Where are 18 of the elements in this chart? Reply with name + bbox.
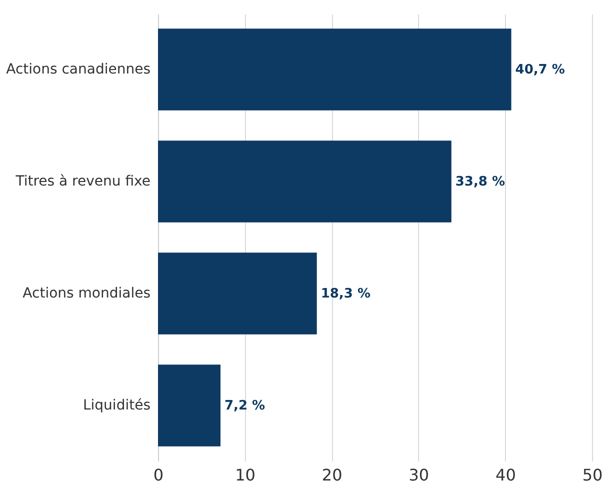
x-tick-label: 10 xyxy=(235,466,256,484)
bar xyxy=(158,252,317,334)
x-tick-label: 50 xyxy=(582,466,603,484)
bar xyxy=(158,28,512,110)
x-tick-label: 40 xyxy=(496,466,516,484)
bar xyxy=(158,364,220,446)
y-tick-label: Actions mondiales xyxy=(22,286,150,302)
y-tick-label: Liquidités xyxy=(82,398,150,414)
x-tick-label: 20 xyxy=(322,466,342,484)
y-tick-label: Titres à revenu fixe xyxy=(14,173,150,190)
x-tick-label: 30 xyxy=(408,466,430,484)
x-tick-label: 0 xyxy=(153,466,164,484)
y-tick-label: Actions canadiennes xyxy=(6,61,150,78)
data-label: 18,3 % xyxy=(320,286,370,302)
data-label: 7,2 % xyxy=(224,398,266,414)
data-label: 40,7 % xyxy=(515,62,565,78)
bar xyxy=(158,140,452,222)
data-label: 33,8 % xyxy=(455,174,506,190)
